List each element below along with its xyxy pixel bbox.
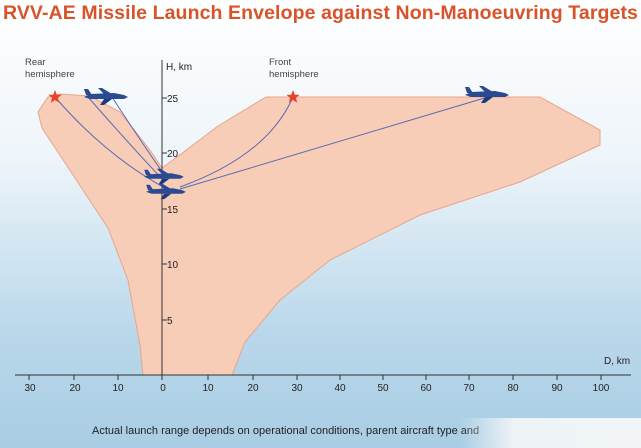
x-tick-label: 20 — [69, 383, 81, 394]
caption-text: Actual launch range depends on operation… — [92, 425, 480, 437]
x-tick-label: 10 — [202, 383, 214, 394]
caption-fade — [460, 418, 641, 448]
launch-envelope-area — [37, 93, 601, 376]
y-tick-label: 25 — [167, 94, 179, 105]
y-tick-label: 5 — [167, 316, 173, 327]
trajectory-rear-1 — [54, 96, 166, 189]
y-axis: H, km 25 20 15 10 5 — [161, 60, 192, 375]
x-tick-label: 60 — [420, 383, 432, 394]
x-tick-label: 30 — [291, 383, 303, 394]
trajectories — [54, 93, 499, 190]
x-tick-label: 50 — [377, 383, 389, 394]
y-axis-label: H, km — [166, 62, 192, 73]
trajectory-rear-2 — [87, 96, 164, 181]
x-tick-label: 10 — [112, 383, 124, 394]
rear-hemisphere-label: hemisphere — [25, 69, 75, 80]
x-tick-label: 80 — [507, 383, 519, 394]
x-tick-label: 30 — [24, 383, 36, 394]
y-tick-label: 15 — [167, 205, 179, 216]
x-axis: 30 20 10 0 10 20 30 40 50 60 70 80 90 10… — [15, 356, 631, 394]
front-hemisphere-label: Front — [269, 57, 292, 68]
x-tick-label: 40 — [334, 383, 346, 394]
y-tick-label: 20 — [167, 149, 179, 160]
x-tick-label: 70 — [463, 383, 475, 394]
rear-hemisphere-label: Rear — [25, 57, 46, 68]
front-hemisphere-label: hemisphere — [269, 69, 319, 80]
trajectory-rear-3 — [111, 96, 164, 174]
y-tick-label: 10 — [167, 260, 179, 271]
x-tick-label: 20 — [247, 383, 259, 394]
x-tick-label: 90 — [551, 383, 563, 394]
trajectory-front-1 — [179, 96, 294, 188]
x-tick-label: 100 — [593, 383, 610, 394]
x-axis-label: D, km — [604, 356, 630, 367]
diagram-title: RVV-AE Missile Launch Envelope against N… — [2, 2, 639, 24]
trajectory-front-2 — [179, 93, 499, 190]
x-tick-label: 0 — [160, 383, 166, 394]
